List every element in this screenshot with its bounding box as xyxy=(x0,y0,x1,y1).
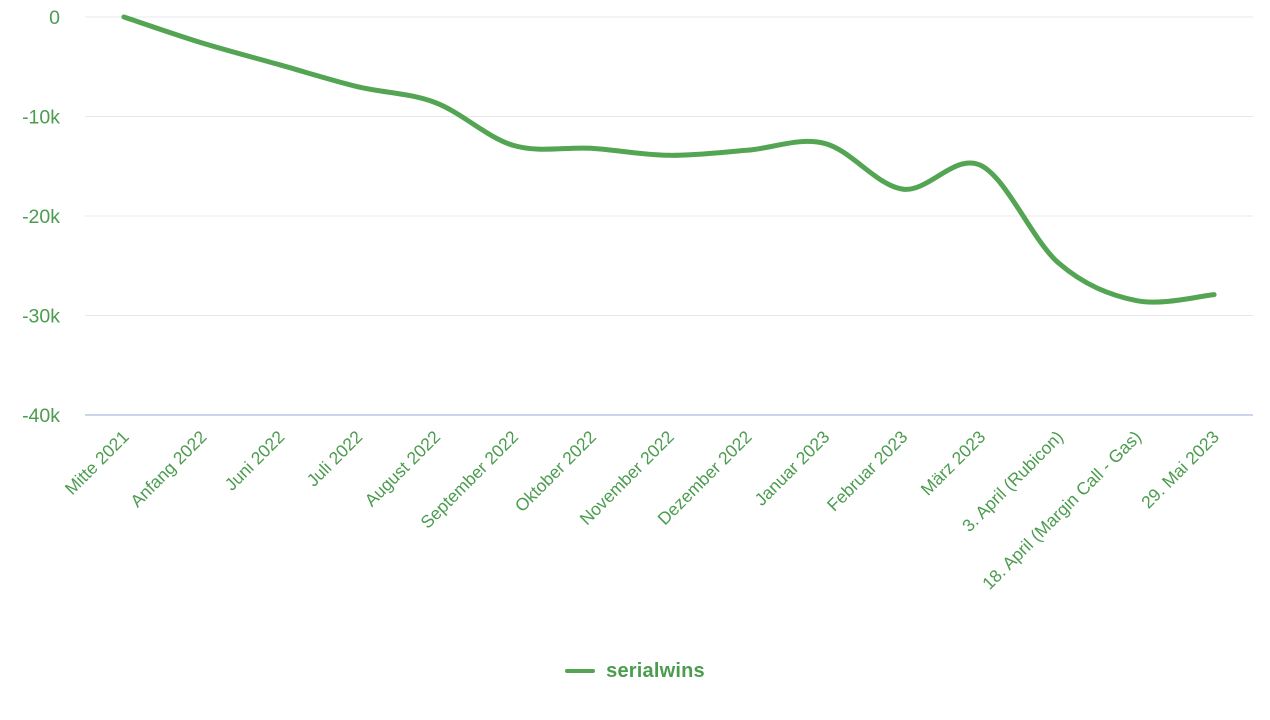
x-axis-tick-label: Juli 2022 xyxy=(303,427,367,491)
legend-series-label: serialwins xyxy=(606,659,705,682)
x-axis-tick-label: Januar 2023 xyxy=(751,427,834,510)
x-axis-tick-label: 18. April (Margin Call - Gas) xyxy=(978,427,1145,594)
y-axis-tick-label: -20k xyxy=(22,206,60,228)
y-axis-tick-label: -10k xyxy=(22,107,60,129)
x-axis-tick-label: August 2022 xyxy=(361,427,445,511)
legend[interactable]: serialwins xyxy=(0,656,1270,686)
series-line-serialwins xyxy=(121,14,1217,305)
x-axis-tick-label: Mitte 2021 xyxy=(61,427,133,499)
y-axis-tick-label: -40k xyxy=(22,405,60,427)
y-axis-tick-label: -30k xyxy=(22,306,60,328)
x-axis-tick-label: März 2023 xyxy=(917,427,990,500)
y-axis-tick-label: 0 xyxy=(49,7,60,29)
legend-line-marker-icon xyxy=(565,669,596,673)
x-axis-tick-label: Juni 2022 xyxy=(221,427,289,495)
x-axis-tick-label: Anfang 2022 xyxy=(126,427,210,511)
x-axis-tick-label: 29. Mai 2023 xyxy=(1137,427,1223,513)
x-axis-tick-label: Februar 2023 xyxy=(823,427,911,515)
